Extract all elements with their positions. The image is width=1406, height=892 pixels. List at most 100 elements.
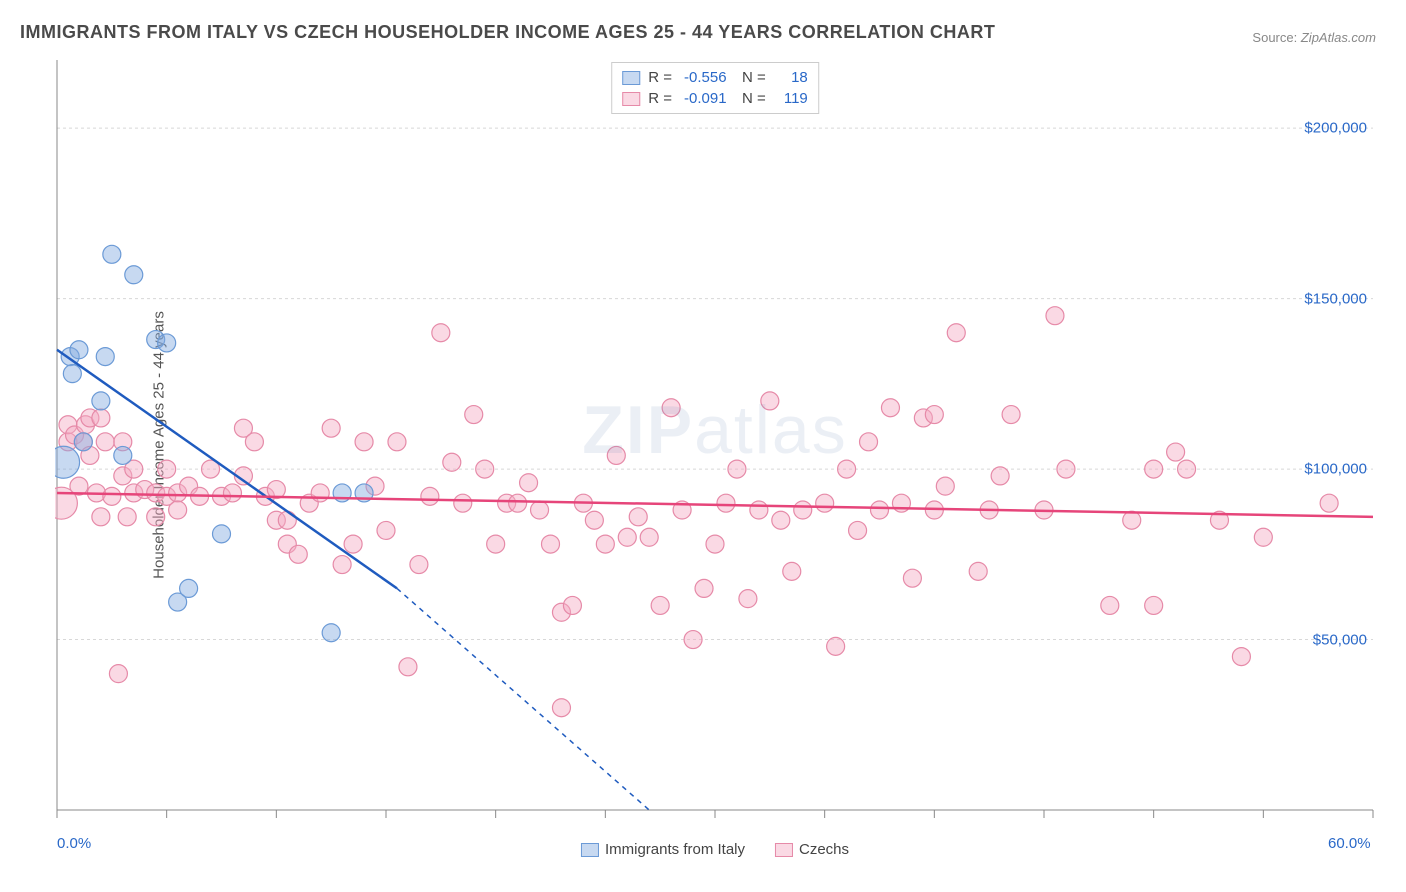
data-point bbox=[640, 528, 658, 546]
legend-series-label: Czechs bbox=[799, 841, 849, 858]
data-point bbox=[925, 406, 943, 424]
data-point bbox=[651, 596, 669, 614]
data-point bbox=[1232, 648, 1250, 666]
data-point bbox=[92, 409, 110, 427]
data-point bbox=[662, 399, 680, 417]
data-point bbox=[55, 446, 80, 478]
data-point bbox=[1145, 460, 1163, 478]
data-point bbox=[476, 460, 494, 478]
data-point bbox=[596, 535, 614, 553]
data-point bbox=[322, 419, 340, 437]
data-point bbox=[92, 508, 110, 526]
data-point bbox=[750, 501, 768, 519]
data-point bbox=[739, 590, 757, 608]
data-point bbox=[563, 596, 581, 614]
legend-n-value: 119 bbox=[778, 90, 808, 107]
data-point bbox=[1002, 406, 1020, 424]
data-point bbox=[1320, 494, 1338, 512]
data-point bbox=[816, 494, 834, 512]
data-point bbox=[728, 460, 746, 478]
chart-title: IMMIGRANTS FROM ITALY VS CZECH HOUSEHOLD… bbox=[20, 22, 995, 43]
legend-correlation: R =-0.556N =18R =-0.091N =119 bbox=[611, 62, 819, 114]
data-point bbox=[531, 501, 549, 519]
data-point bbox=[827, 637, 845, 655]
data-point bbox=[213, 525, 231, 543]
data-point bbox=[1057, 460, 1075, 478]
data-point bbox=[180, 579, 198, 597]
chart-container: IMMIGRANTS FROM ITALY VS CZECH HOUSEHOLD… bbox=[0, 0, 1406, 892]
data-point bbox=[103, 487, 121, 505]
legend-swatch bbox=[622, 71, 640, 85]
data-point bbox=[432, 324, 450, 342]
data-point bbox=[114, 446, 132, 464]
data-point bbox=[695, 579, 713, 597]
data-point bbox=[936, 477, 954, 495]
source-value: ZipAtlas.com bbox=[1301, 30, 1376, 45]
data-point bbox=[552, 699, 570, 717]
data-point bbox=[63, 365, 81, 383]
legend-swatch bbox=[581, 843, 599, 857]
data-point bbox=[388, 433, 406, 451]
legend-series-label: Immigrants from Italy bbox=[605, 841, 745, 858]
data-point bbox=[158, 460, 176, 478]
legend-n-label: N = bbox=[742, 69, 766, 86]
data-point bbox=[289, 545, 307, 563]
source-label: Source: bbox=[1252, 30, 1297, 45]
data-point bbox=[74, 433, 92, 451]
data-point bbox=[618, 528, 636, 546]
legend-r-label: R = bbox=[648, 69, 672, 86]
data-point bbox=[344, 535, 362, 553]
data-point bbox=[794, 501, 812, 519]
data-point bbox=[849, 521, 867, 539]
data-point bbox=[1178, 460, 1196, 478]
data-point bbox=[311, 484, 329, 502]
data-point bbox=[377, 521, 395, 539]
plot-area: Householder Income Ages 25 - 44 years ZI… bbox=[55, 60, 1375, 830]
data-point bbox=[147, 508, 165, 526]
data-point bbox=[772, 511, 790, 529]
legend-series-item: Czechs bbox=[775, 841, 849, 858]
trend-line-extrapolated bbox=[397, 588, 649, 810]
data-point bbox=[509, 494, 527, 512]
data-point bbox=[838, 460, 856, 478]
data-point bbox=[1101, 596, 1119, 614]
data-point bbox=[278, 511, 296, 529]
data-point bbox=[70, 341, 88, 359]
data-point bbox=[991, 467, 1009, 485]
data-point bbox=[629, 508, 647, 526]
data-point bbox=[903, 569, 921, 587]
legend-swatch bbox=[622, 92, 640, 106]
data-point bbox=[223, 484, 241, 502]
trend-line bbox=[57, 493, 1373, 517]
data-point bbox=[125, 266, 143, 284]
chart-svg bbox=[55, 60, 1375, 830]
data-point bbox=[1046, 307, 1064, 325]
source-attribution: Source: ZipAtlas.com bbox=[1252, 30, 1376, 45]
data-point bbox=[947, 324, 965, 342]
data-point bbox=[881, 399, 899, 417]
data-point bbox=[706, 535, 724, 553]
data-point bbox=[717, 494, 735, 512]
data-point bbox=[103, 245, 121, 263]
y-tick-label: $200,000 bbox=[1304, 120, 1367, 137]
data-point bbox=[109, 665, 127, 683]
data-point bbox=[333, 556, 351, 574]
data-point bbox=[520, 474, 538, 492]
data-point bbox=[322, 624, 340, 642]
legend-r-label: R = bbox=[648, 90, 672, 107]
data-point bbox=[421, 487, 439, 505]
legend-series-item: Immigrants from Italy bbox=[581, 841, 745, 858]
legend-r-value: -0.091 bbox=[684, 90, 734, 107]
data-point bbox=[410, 556, 428, 574]
legend-correlation-row: R =-0.091N =119 bbox=[622, 88, 808, 109]
data-point bbox=[607, 446, 625, 464]
data-point bbox=[158, 334, 176, 352]
y-tick-label: $50,000 bbox=[1313, 631, 1367, 648]
data-point bbox=[684, 631, 702, 649]
data-point bbox=[399, 658, 417, 676]
data-point bbox=[1123, 511, 1141, 529]
data-point bbox=[118, 508, 136, 526]
data-point bbox=[355, 433, 373, 451]
data-point bbox=[465, 406, 483, 424]
data-point bbox=[96, 433, 114, 451]
